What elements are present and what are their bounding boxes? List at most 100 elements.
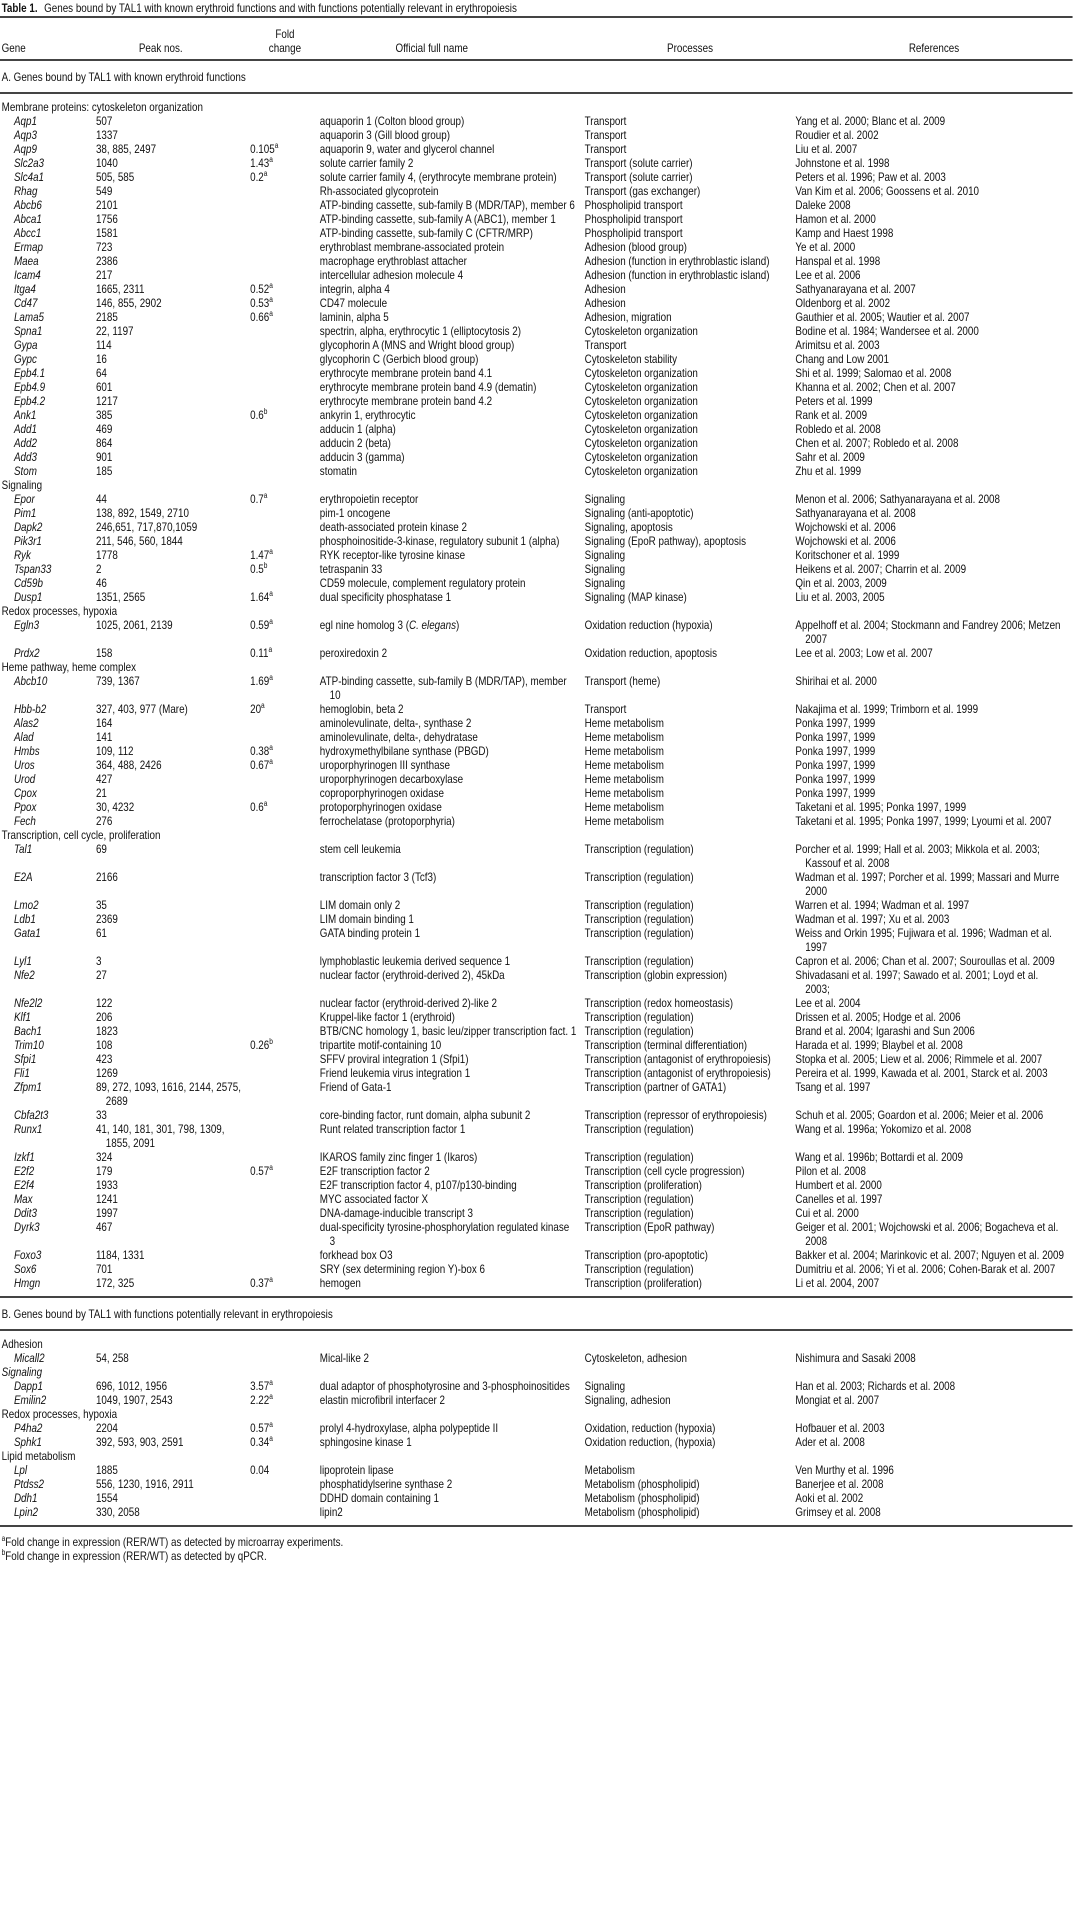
process-text: Transcription (regulation) [584,1010,694,1024]
references-text: Shi et al. 1999; Salomao et al. 2008 [795,366,952,380]
footnote-mark: a [269,1378,273,1387]
name-cell: dual adaptor of phosphotyrosine and 3-ph… [320,1379,585,1393]
fold-cell: 0.66a [250,310,320,325]
table-row: Slc4a1 505, 585 0.2a solute carrier family … [0,170,1073,185]
name-text: Rh-associated glycoprotein [319,184,439,198]
gene-cell: Epor [0,492,96,506]
header-name: Official full name [395,41,469,55]
name-cell: DNA-damage-inducible transcript 3 [320,1206,585,1220]
peaks-text: 864 [95,436,113,450]
peaks-text: 423 [95,1052,113,1066]
table-row: Stom 185 stomatin Cytoskeleton organization… [0,464,1073,478]
table-row: Abca1 1756 ATP-binding cassette, sub-famil… [0,212,1073,226]
gene-text: Lama5 [13,310,45,324]
name-cell: Friend of Gata-1 [320,1080,585,1108]
fold-cell: 0.38a [250,744,320,759]
divider [0,1525,1073,1527]
table-row: Ank1 385 0.6b ankyrin 1, erythrocytic Cytosk… [0,408,1073,423]
references-text: Shirihai et al. 2000 [795,674,877,688]
references-cell: Mongiat et al. 2007 [795,1393,1072,1407]
name-cell: tetraspanin 33 [320,562,585,576]
process-text: Transcription (pro-apoptotic) [584,1248,708,1262]
table-row: Nfe2 27 nuclear factor (erythroid-derived … [0,968,1073,996]
process-text: Transcription (regulation) [584,954,694,968]
name-cell: dual-specificity tyrosine-phosphorylatio… [320,1220,585,1248]
peaks-text: 35 [95,898,107,912]
references-cell: Daleke 2008 [795,198,1072,212]
process-cell: Signaling [585,562,796,576]
process-cell: Adhesion [585,296,796,310]
peaks-cell: 179 [96,1164,250,1178]
process-cell: Cytoskeleton stability [585,352,796,366]
fold-text: 0.6 [250,408,264,422]
section-heading: A. Genes bound by TAL1 with known erythr… [1,70,246,84]
footnote-mark: a [269,1434,273,1443]
name-cell: erythroblast membrane-associated protein [320,240,585,254]
peaks-text: 138, 892, 1549, 2710 [95,506,189,520]
fold-cell [250,716,320,730]
table-row: Add1 469 adducin 1 (alpha) Cytoskeleton org… [0,422,1073,436]
gene-text: Cbfa2t3 [13,1108,49,1122]
gene-cell: Dapp1 [0,1379,96,1393]
fold-cell [250,576,320,590]
name-cell: ferrochelatase (protoporphyria) [320,814,585,828]
table-row: Rhag 549 Rh-associated glycoprotein Transpo… [0,184,1073,198]
references-text: Warren et al. 1994; Wadman et al. 1997 [795,898,970,912]
gene-cell: Add3 [0,450,96,464]
peaks-cell: 69 [96,842,250,870]
gene-cell: Ppox [0,800,96,814]
gene-text: Ank1 [13,408,37,422]
fold-text: 0.2 [250,170,264,184]
gene-cell: Lama5 [0,310,96,324]
references-cell: Porcher et al. 1999; Hall et al. 2003; M… [795,842,1072,870]
fold-cell: 0.04 [250,1463,320,1477]
references-text: Ader et al. 2008 [795,1435,865,1449]
process-text: Transport [584,114,627,128]
gene-text: P4ha2 [13,1421,43,1435]
name-text: erythrocyte membrane protein band 4.1 [319,366,493,380]
process-cell: Transcription (regulation) [585,926,796,954]
references-cell: Hanspal et al. 1998 [795,254,1072,268]
name-text: LIM domain only 2 [319,898,401,912]
gene-text: Urod [13,772,36,786]
process-cell: Cytoskeleton organization [585,450,796,464]
peaks-text: 1040 [95,156,118,170]
name-text: peroxiredoxin 2 [319,646,388,660]
process-text: Transcription (EpoR pathway) [584,1220,715,1234]
process-cell: Transport [585,338,796,352]
fold-cell: 0.37a [250,1276,320,1291]
peaks-text: 2166 [95,870,118,884]
references-cell: Brand et al. 2004; Igarashi and Sun 2006 [795,1024,1072,1038]
process-cell: Signaling, adhesion [585,1393,796,1407]
process-cell: Transcription (regulation) [585,1150,796,1164]
divider [0,1296,1073,1298]
divider [0,16,1073,18]
peaks-cell: 1351, 2565 [96,590,250,604]
footnote-text: Fold change in expression (RER/WT) as de… [5,1549,267,1563]
table-row: Hmgn 172, 325 0.37a hemogen Transcription (p… [0,1276,1073,1291]
references-text: Yang et al. 2000; Blanc et al. 2009 [795,114,946,128]
fold-cell: 0.11a [250,646,320,661]
gene-text: Epb4.2 [13,394,46,408]
gene-text: Foxo3 [13,1248,42,1262]
gene-cell: Pim1 [0,506,96,520]
peaks-text: 467 [95,1220,113,1234]
fold-cell [250,394,320,408]
table-row: Ryk 1778 1.47a RYK receptor-like tyrosine k… [0,548,1073,563]
fold-cell [250,1150,320,1164]
process-text: Cytoskeleton organization [584,436,698,450]
references-text: Peters et al. 1996; Paw et al. 2003 [795,170,946,184]
fold-cell: 0.67a [250,758,320,773]
gene-cell: Uros [0,758,96,772]
gene-cell: Lmo2 [0,898,96,912]
name-cell: peroxiredoxin 2 [320,646,585,660]
process-text: Cytoskeleton organization [584,366,698,380]
name-text: adducin 1 (alpha) [319,422,396,436]
peaks-text: 38, 885, 2497 [95,142,157,156]
gene-text: Stom [13,464,37,478]
group-row: Redox processes, hypoxia [0,604,1073,618]
peaks-text: 1665, 2311 [95,282,145,296]
peaks-text: 3 [95,954,102,968]
table-row: Sphk1 392, 593, 903, 2591 0.34a sphingosine… [0,1434,1073,1450]
peaks-text: 206 [95,1010,113,1024]
